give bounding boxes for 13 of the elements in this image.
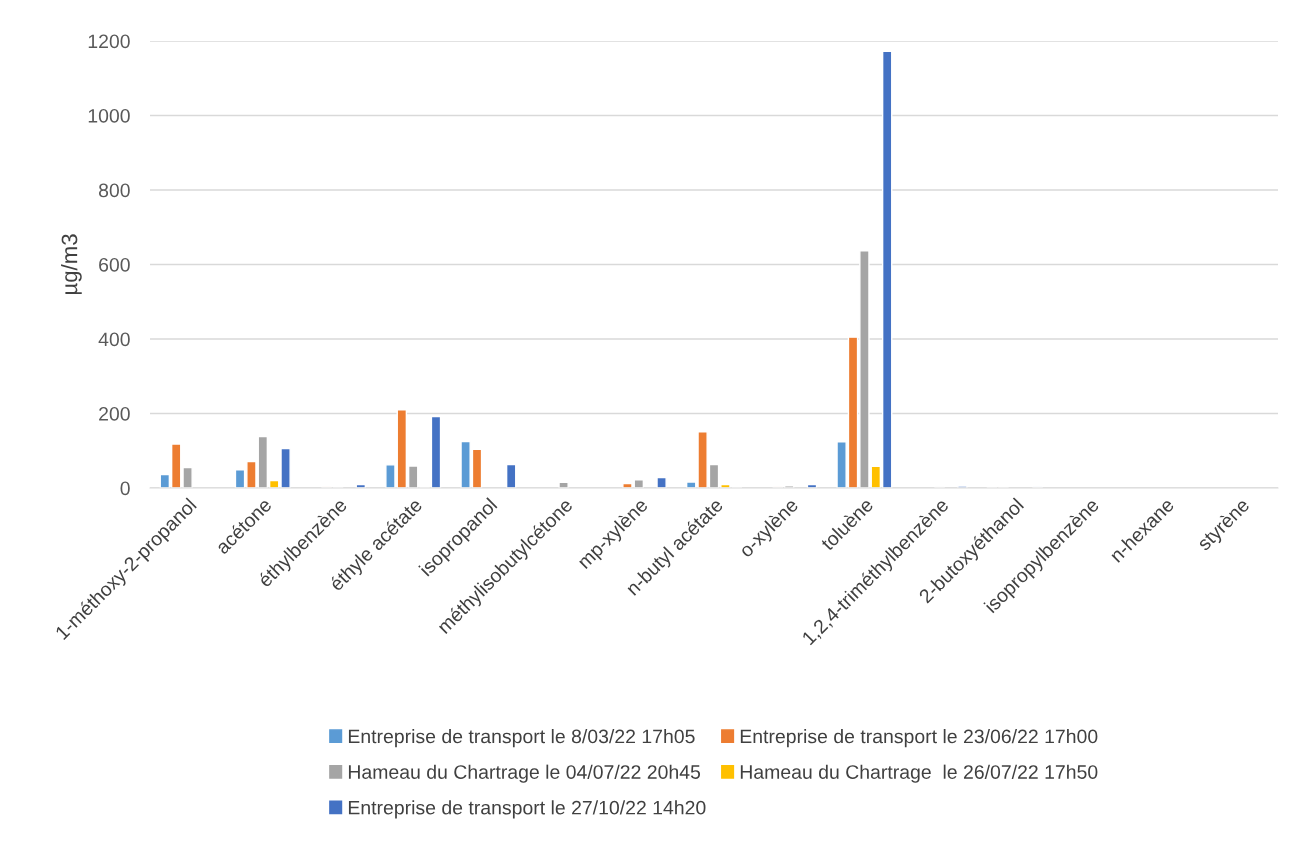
legend-label: Entreprise de transport le 8/03/22 17h05 xyxy=(348,729,695,748)
y-tick-label: 1000 xyxy=(88,108,130,123)
y-axis-title: µg/m3 xyxy=(61,234,82,295)
y-tick-label: 200 xyxy=(99,406,130,421)
y-tick-label: 400 xyxy=(98,332,130,347)
y-tick-label: 0 xyxy=(120,481,130,496)
legend-label: Entreprise de transport le 23/06/22 17h00 xyxy=(740,729,1098,748)
legend-label: Hameau du Chartrage le 04/07/22 20h45 xyxy=(348,764,701,783)
y-tick-label: 1200 xyxy=(88,34,130,49)
legend-label: Hameau du Chartrage le 26/07/22 17h50 xyxy=(740,764,1098,783)
legend-label: Entreprise de transport le 27/10/22 14h20 xyxy=(348,800,706,819)
y-tick-label: 600 xyxy=(99,257,130,272)
y-tick-label: 800 xyxy=(98,183,130,198)
